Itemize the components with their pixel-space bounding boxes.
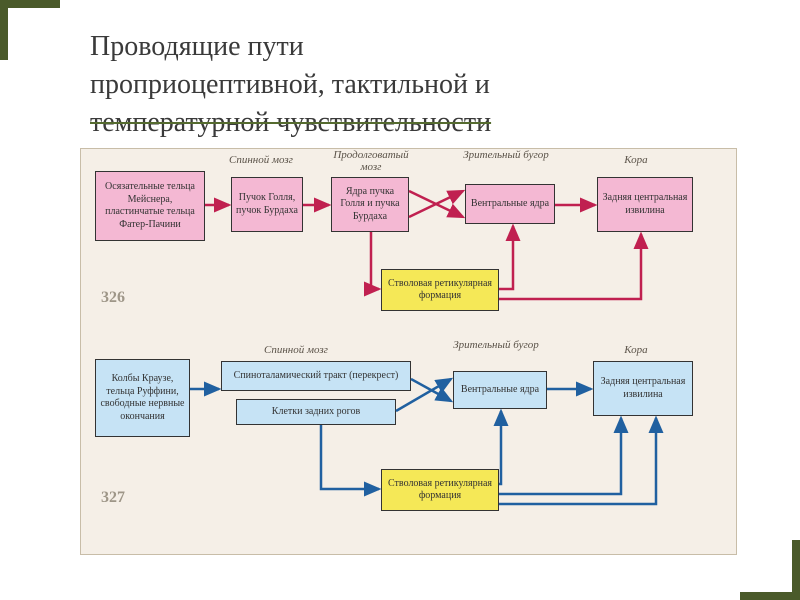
corner-decoration-br	[740, 540, 800, 600]
node-spinothalamic: Спиноталамический тракт (перекрест)	[221, 361, 411, 391]
title-line-3: температурной чувствительности	[90, 107, 491, 138]
node-ventral-1: Вентральные ядра	[465, 184, 555, 224]
header-medulla: Продолговатый мозг	[326, 149, 416, 173]
title-line-1: Проводящие пути	[90, 31, 304, 62]
node-cortex-1: Задняя центральная извилина	[597, 177, 693, 232]
slide: Проводящие пути проприоцептивной, тактил…	[0, 0, 800, 600]
diagram-number-326: 326	[101, 289, 125, 307]
corner-decoration-tl	[0, 0, 60, 60]
node-fasciculi: Пучок Голля, пучок Бурдаха	[231, 177, 303, 232]
node-reticular-2: Стволовая ретикулярная формация	[381, 469, 499, 511]
node-cortex-2: Задняя центральная извилина	[593, 361, 693, 416]
header-cortex-1: Кора	[601, 154, 671, 166]
node-receptors-2: Колбы Краузе, тельца Руффини, свободные …	[95, 359, 190, 437]
node-dorsal-horn: Клетки задних рогов	[236, 399, 396, 425]
header-thalamus-2: Зрительный бугор	[451, 339, 541, 351]
title-line-2: проприоцептивной, тактильной и	[90, 69, 490, 100]
node-reticular-1: Стволовая ретикулярная формация	[381, 269, 499, 311]
node-ventral-2: Вентральные ядра	[453, 371, 547, 409]
diagram-number-327: 327	[101, 489, 125, 507]
header-cortex-2: Кора	[601, 344, 671, 356]
node-nuclei: Ядра пучка Голля и пучка Бурдаха	[331, 177, 409, 232]
header-spinal-2: Спинной мозг	[251, 344, 341, 356]
header-spinal-1: Спинной мозг	[221, 154, 301, 166]
node-receptors-1: Осязательные тельца Мейснера, пластинчат…	[95, 171, 205, 241]
flowchart-diagram: Спинной мозг Продолговатый мозг Зрительн…	[80, 148, 737, 555]
header-thalamus-1: Зрительный бугор	[461, 149, 551, 161]
slide-title: Проводящие пути проприоцептивной, тактил…	[90, 28, 720, 141]
